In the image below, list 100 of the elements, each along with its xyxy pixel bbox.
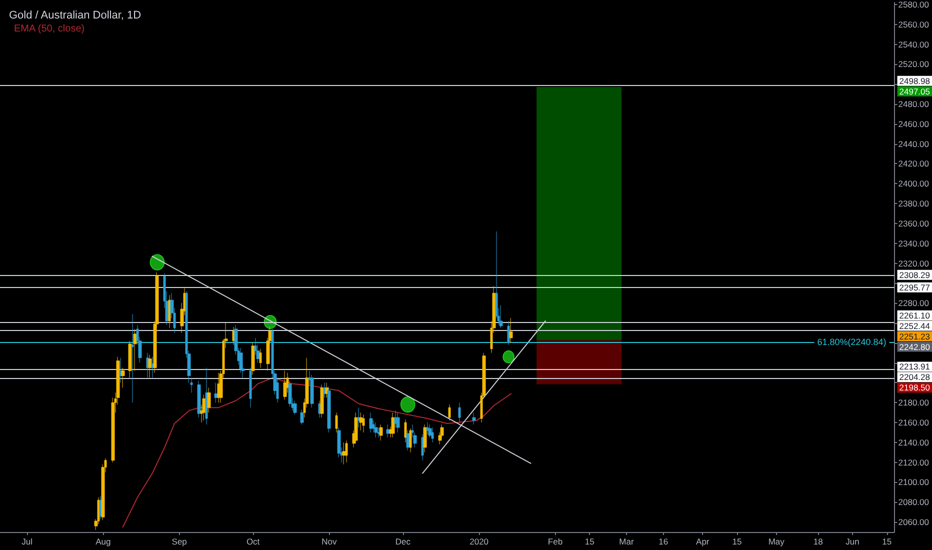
x-tick-label: Sep [172,536,188,546]
candlestick [421,434,424,461]
text: 2251.23 [899,331,930,342]
candlestick [190,377,193,393]
candlestick [396,412,400,433]
y-tick-label: 2180.00 [898,398,930,408]
candlestick [431,427,434,443]
candlestick [283,370,287,400]
ref-line-label: 2261.10 [899,310,930,320]
candlestick [386,424,390,438]
y-tick-label: 2060.00 [898,517,930,528]
candlestick [217,372,220,403]
x-tick-label: Nov [322,536,338,546]
candlestick [335,412,338,433]
x-tick-label: Jun [846,536,860,546]
x-tick-label: Dec [395,536,412,546]
y-tick-label: 2320.00 [898,258,930,268]
ref-line-label: 2204.28 [899,372,930,382]
candlestick [197,380,201,418]
ref-line-label: 2308.29 [899,270,930,280]
y-tick-label: 2340.00 [898,238,930,248]
candlestick [507,320,510,346]
ref-line-label: 61.80%(2240.84) [817,337,886,348]
y-tick-label: 2440.00 [898,138,930,149]
candlestick [259,348,262,368]
candlestick [293,400,297,415]
candlestick [249,368,252,408]
candlestick [202,394,206,421]
candlestick [342,442,346,465]
y-tick-label: 2160.00 [898,418,930,428]
x-tick-label: 18 [813,536,824,546]
candlestick [374,422,378,438]
candlestick [379,424,383,441]
x-tick-label: 15 [732,536,742,546]
text: Gold / Australian Dollar, 1D [9,10,142,22]
x-tick-label: Mar [619,536,634,546]
candlestick [448,404,451,421]
candlestick [345,440,348,463]
x-tick-label: Feb [548,536,563,546]
candlestick [207,387,211,413]
candlestick [239,348,243,374]
y-tick-label: 2120.00 [898,457,930,468]
candlestick [288,380,292,407]
x-tick-label: Jul [22,536,33,546]
ref-line-label: 2295.77 [899,282,930,292]
x-tick-label: Aug [96,536,112,546]
y-tick-label: 2540.00 [898,39,930,50]
candlestick [214,382,218,403]
ref-line-label: 2213.91 [899,362,930,372]
candlestick [357,407,360,428]
y-tick-label: 2560.00 [898,19,930,30]
y-tick-label: 2420.00 [898,158,930,169]
ref-line-label: 2252.44 [899,320,930,331]
candlestick [423,424,427,453]
candlestick [300,409,304,425]
candlestick [472,412,476,425]
candlestick [404,419,407,443]
candlestick [318,400,321,418]
candlestick [119,358,122,383]
ref-line-label: 2498.98 [899,76,930,86]
y-tick-label: 2140.00 [898,437,930,448]
x-tick-label: 15 [882,536,892,546]
y-tick-label: 2520.00 [898,59,930,70]
candlestick [458,402,461,423]
text: EMA (50, close) [14,24,85,34]
y-tick-label: 2480.00 [898,99,930,110]
candlestick [251,342,255,375]
candlestick [499,304,503,328]
y-tick-label: 2280.00 [898,298,930,308]
candlestick [232,326,235,346]
candlestick [409,428,412,453]
candlestick [509,318,513,344]
candlestick [99,496,102,520]
y-tick-label: 2080.00 [898,497,930,508]
y-tick-label: 2360.00 [898,218,930,228]
candlestick [168,294,171,328]
candlestick [146,352,149,378]
candlestick [131,314,134,403]
text: 2242.80 [899,342,930,352]
x-tick-label: 16 [658,536,668,546]
x-tick-label: 2020 [470,536,489,546]
y-tick-label: 2460.00 [898,118,930,129]
candlestick [320,384,324,418]
x-tick-label: Apr [696,536,710,546]
candlestick [121,368,125,388]
x-tick-label: 15 [584,536,595,546]
text: 2198.50 [899,382,930,393]
candlestick [406,430,410,451]
candlestick [391,412,395,438]
candlestick [151,356,154,378]
x-tick-label: May [768,536,786,546]
candlestick [310,374,314,408]
candlestick [362,414,365,433]
y-tick-label: 2100.00 [898,477,930,488]
y-tick-label: 2380.00 [898,198,930,209]
candlestick [327,386,331,433]
text: 2497.05 [899,86,930,96]
candlestick [205,368,208,425]
candlestick [323,382,326,398]
y-tick-label: 2580.00 [898,0,930,10]
